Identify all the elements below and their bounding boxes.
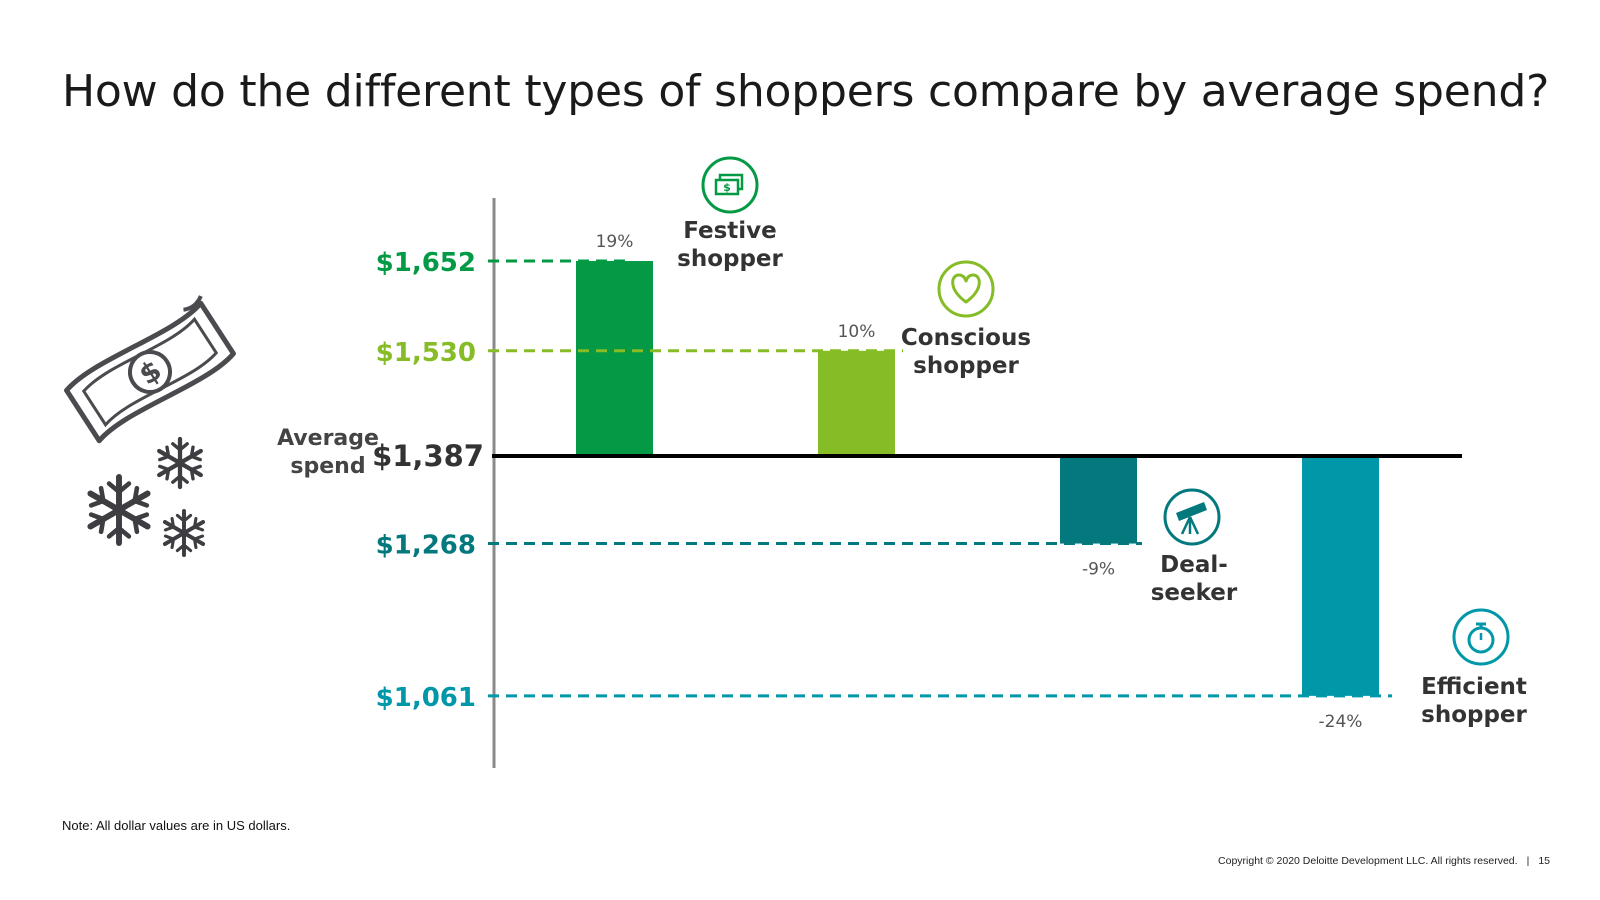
snowflake-icon [87, 474, 151, 546]
snowflake-icon [162, 509, 206, 557]
category-label-2-line2: shopper [913, 353, 1019, 379]
category-label-2-line1: Conscious [901, 325, 1031, 351]
category-label-3-line2: seeker [1151, 580, 1238, 606]
stopwatch-icon [1452, 608, 1510, 666]
footer-separator: | [1526, 855, 1530, 867]
category-label-1-line1: Festive [683, 218, 777, 244]
value-label-4: $1,061 [376, 683, 476, 713]
category-label-4-line1: Efficient [1421, 674, 1527, 700]
page-title: How do the different types of shoppers c… [62, 66, 1550, 117]
baseline-value-label: $1,387 [372, 439, 484, 473]
category-label-4-line2: shopper [1421, 702, 1527, 728]
value-label-1: $1,652 [376, 248, 476, 278]
baseline-label-line1: Average [277, 426, 379, 451]
bar-2 [818, 350, 895, 456]
footnote: Note: All dollar values are in US dollar… [62, 818, 291, 833]
snowflake-icon [157, 436, 203, 490]
value-label-2: $1,530 [376, 338, 476, 368]
telescope-icon [1163, 488, 1221, 546]
footer: Copyright © 2020 Deloitte Development LL… [1218, 855, 1550, 867]
bar-3 [1060, 456, 1137, 544]
dollar-bill-icon: $ [64, 295, 236, 444]
page-number: 15 [1538, 855, 1550, 867]
svg-text:$: $ [723, 181, 731, 194]
pct-label-3: -9% [1082, 560, 1115, 580]
money-icon: $ [701, 156, 759, 214]
pct-label-4: -24% [1319, 712, 1363, 732]
copyright-text: Copyright © 2020 Deloitte Development LL… [1218, 855, 1518, 867]
heart-icon [937, 260, 995, 318]
category-label-1-line2: shopper [677, 246, 783, 272]
baseline-label-line2: spend [290, 454, 365, 479]
category-label-3-line1: Deal- [1160, 552, 1228, 578]
bar-4 [1302, 456, 1379, 696]
pct-label-1: 19% [596, 232, 634, 252]
pct-label-2: 10% [838, 322, 876, 342]
bar-1 [576, 261, 653, 456]
value-label-3: $1,268 [376, 531, 476, 561]
